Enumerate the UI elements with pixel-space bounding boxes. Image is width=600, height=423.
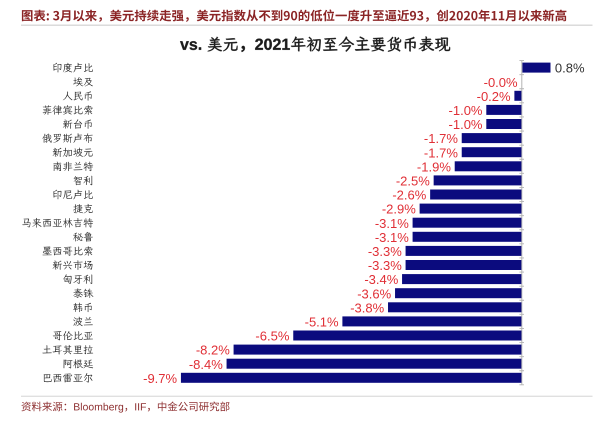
svg-text:-3.3%: -3.3% (368, 244, 402, 259)
svg-text:-8.2%: -8.2% (196, 343, 230, 358)
svg-text:-3.1%: -3.1% (375, 230, 409, 245)
svg-text:-3.3%: -3.3% (368, 258, 402, 273)
svg-text:-8.4%: -8.4% (189, 357, 223, 372)
svg-text:-2.5%: -2.5% (396, 173, 430, 188)
svg-text:-1.0%: -1.0% (449, 117, 483, 132)
svg-text:-1.9%: -1.9% (417, 159, 451, 174)
svg-text:-1.7%: -1.7% (424, 131, 458, 146)
svg-text:-1.0%: -1.0% (449, 103, 483, 118)
svg-text:-1.7%: -1.7% (424, 145, 458, 160)
svg-text:-0.0%: -0.0% (484, 75, 518, 90)
svg-text:-3.6%: -3.6% (357, 286, 391, 301)
svg-text:-6.5%: -6.5% (255, 329, 289, 344)
svg-text:-2.6%: -2.6% (392, 188, 426, 203)
svg-text:-3.4%: -3.4% (364, 272, 398, 287)
svg-text:-0.2%: -0.2% (477, 89, 511, 104)
svg-text:-3.8%: -3.8% (350, 300, 384, 315)
svg-text:-2.9%: -2.9% (382, 202, 416, 217)
svg-text:0.8%: 0.8% (555, 61, 585, 76)
svg-text:-3.1%: -3.1% (375, 216, 409, 231)
svg-text:-5.1%: -5.1% (305, 314, 339, 329)
svg-text:-9.7%: -9.7% (143, 371, 177, 386)
